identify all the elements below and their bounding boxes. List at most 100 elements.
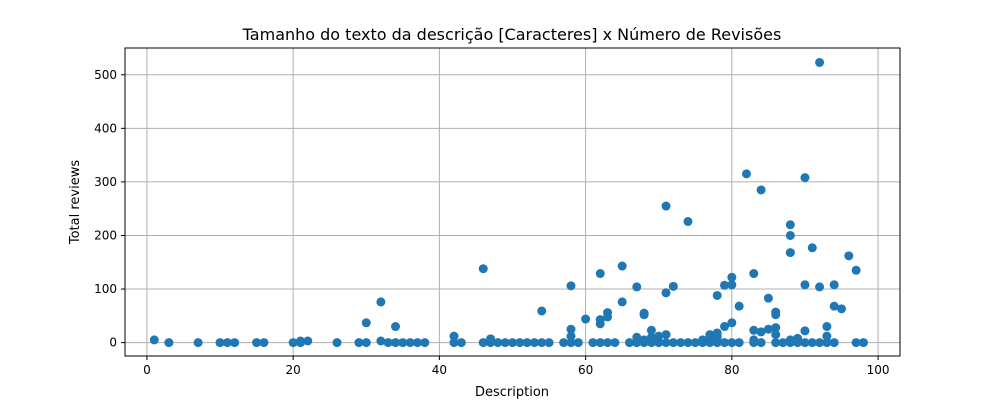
data-point bbox=[252, 338, 262, 348]
data-point bbox=[449, 338, 459, 348]
data-point bbox=[771, 338, 781, 348]
data-point bbox=[544, 338, 554, 348]
x-tick-label: 100 bbox=[867, 363, 890, 377]
data-point bbox=[727, 318, 737, 328]
data-point bbox=[698, 335, 708, 345]
y-tick-label: 200 bbox=[94, 228, 117, 242]
data-point bbox=[807, 338, 817, 348]
y-tick-label: 300 bbox=[94, 175, 117, 189]
data-point bbox=[537, 338, 547, 348]
data-point bbox=[851, 338, 861, 348]
data-point bbox=[149, 335, 159, 345]
data-point bbox=[720, 338, 730, 348]
data-points bbox=[149, 57, 868, 348]
data-point bbox=[303, 336, 313, 346]
x-tick-label: 0 bbox=[143, 363, 151, 377]
data-point bbox=[522, 338, 532, 348]
data-point bbox=[354, 338, 364, 348]
data-point bbox=[800, 326, 810, 336]
data-point bbox=[295, 336, 305, 346]
data-point bbox=[391, 338, 401, 348]
y-tick-label: 400 bbox=[94, 121, 117, 135]
data-point bbox=[661, 201, 671, 211]
data-point bbox=[727, 280, 737, 290]
data-point bbox=[778, 338, 788, 348]
data-point bbox=[405, 338, 415, 348]
data-point bbox=[500, 338, 510, 348]
data-point bbox=[815, 338, 825, 348]
y-tick-label: 500 bbox=[94, 68, 117, 82]
data-point bbox=[793, 333, 803, 343]
data-point bbox=[412, 338, 422, 348]
data-point bbox=[727, 338, 737, 348]
data-point bbox=[822, 322, 832, 332]
data-point bbox=[785, 248, 795, 258]
data-point bbox=[815, 57, 825, 67]
data-point bbox=[573, 338, 583, 348]
data-point bbox=[478, 264, 488, 274]
data-point bbox=[851, 265, 861, 275]
data-point bbox=[222, 338, 232, 348]
data-point bbox=[785, 220, 795, 230]
data-point bbox=[259, 338, 269, 348]
data-point bbox=[800, 338, 810, 348]
data-point bbox=[690, 338, 700, 348]
data-point bbox=[595, 269, 605, 279]
data-point bbox=[478, 338, 488, 348]
data-point bbox=[771, 307, 781, 317]
data-point bbox=[858, 338, 868, 348]
data-point bbox=[537, 306, 547, 316]
data-point bbox=[705, 330, 715, 340]
grid-lines bbox=[125, 48, 900, 356]
data-point bbox=[508, 338, 517, 348]
plot-frame bbox=[124, 47, 901, 357]
data-point bbox=[515, 338, 525, 348]
data-point bbox=[763, 324, 773, 334]
data-point bbox=[756, 185, 766, 195]
data-point bbox=[639, 308, 649, 318]
data-point bbox=[661, 338, 671, 348]
data-point bbox=[595, 338, 605, 348]
data-point bbox=[559, 338, 569, 348]
data-point bbox=[639, 335, 649, 345]
x-tick-label: 80 bbox=[724, 363, 739, 377]
data-point bbox=[361, 338, 371, 348]
data-point bbox=[164, 338, 174, 348]
y-tick-label: 0 bbox=[109, 336, 117, 350]
x-tick-label: 40 bbox=[432, 363, 447, 377]
data-point bbox=[749, 325, 759, 335]
data-point bbox=[785, 230, 795, 240]
data-point bbox=[771, 323, 781, 333]
data-point bbox=[727, 272, 737, 282]
data-point bbox=[712, 290, 722, 300]
data-point bbox=[654, 338, 664, 348]
data-point bbox=[456, 338, 466, 348]
chart-title: Tamanho do texto da descrição [Caractere… bbox=[242, 25, 782, 44]
data-point bbox=[566, 338, 576, 348]
data-point bbox=[683, 217, 693, 227]
data-point bbox=[734, 301, 744, 311]
data-point bbox=[676, 338, 686, 348]
data-point bbox=[566, 281, 576, 291]
data-point bbox=[603, 338, 613, 348]
data-point bbox=[683, 338, 693, 348]
data-point bbox=[288, 338, 298, 348]
x-tick-label: 60 bbox=[578, 363, 593, 377]
data-point bbox=[529, 338, 539, 348]
data-point bbox=[391, 322, 401, 332]
data-point bbox=[654, 331, 664, 341]
data-point bbox=[749, 335, 759, 345]
data-point bbox=[837, 304, 847, 314]
data-point bbox=[215, 338, 225, 348]
data-point bbox=[420, 338, 430, 348]
data-point bbox=[741, 169, 751, 179]
data-point bbox=[734, 338, 744, 348]
data-point bbox=[720, 280, 730, 290]
data-point bbox=[617, 261, 627, 271]
data-point bbox=[668, 281, 678, 291]
data-point bbox=[668, 338, 678, 348]
data-point bbox=[646, 332, 656, 342]
data-point bbox=[624, 338, 634, 348]
